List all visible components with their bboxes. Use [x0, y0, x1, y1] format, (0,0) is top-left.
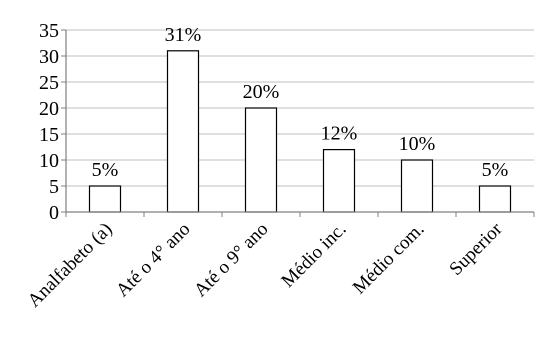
y-tick-label: 35 [39, 20, 59, 42]
y-tick-label: 20 [39, 98, 59, 120]
gridlines [66, 29, 534, 187]
y-tick-label: 0 [49, 202, 59, 224]
bars [88, 50, 512, 213]
bar [166, 50, 200, 213]
y-tick-label: 5 [49, 176, 59, 198]
bar [244, 107, 278, 213]
bar [400, 159, 434, 213]
data-label: 5% [482, 159, 509, 181]
bar [478, 185, 512, 213]
data-label: 12% [321, 123, 358, 145]
data-label: 31% [165, 24, 202, 46]
x-category-label: Analfabeto (a) [24, 219, 117, 312]
x-category-label: Médio inc. [277, 219, 350, 292]
y-tick-label: 15 [39, 124, 59, 146]
data-label: 10% [399, 133, 436, 155]
data-label: 5% [92, 159, 119, 181]
axes [61, 29, 535, 217]
bar [322, 149, 356, 213]
data-labels: 5% 31% 20% 12% 10% 5% [92, 24, 509, 181]
data-label: 20% [243, 81, 280, 103]
x-category-label: Médio com. [349, 219, 429, 299]
y-tick-label: 10 [39, 150, 59, 172]
x-category-label: Até o 9° ano [190, 219, 273, 302]
y-tick-label: 25 [39, 72, 59, 94]
y-axis-ticks: 0 5 10 15 20 25 30 35 [39, 20, 59, 224]
x-category-label: Superior [445, 218, 507, 280]
y-tick-label: 30 [39, 46, 59, 68]
bar [88, 185, 122, 213]
x-category-label: Até o 4° ano [112, 219, 195, 302]
